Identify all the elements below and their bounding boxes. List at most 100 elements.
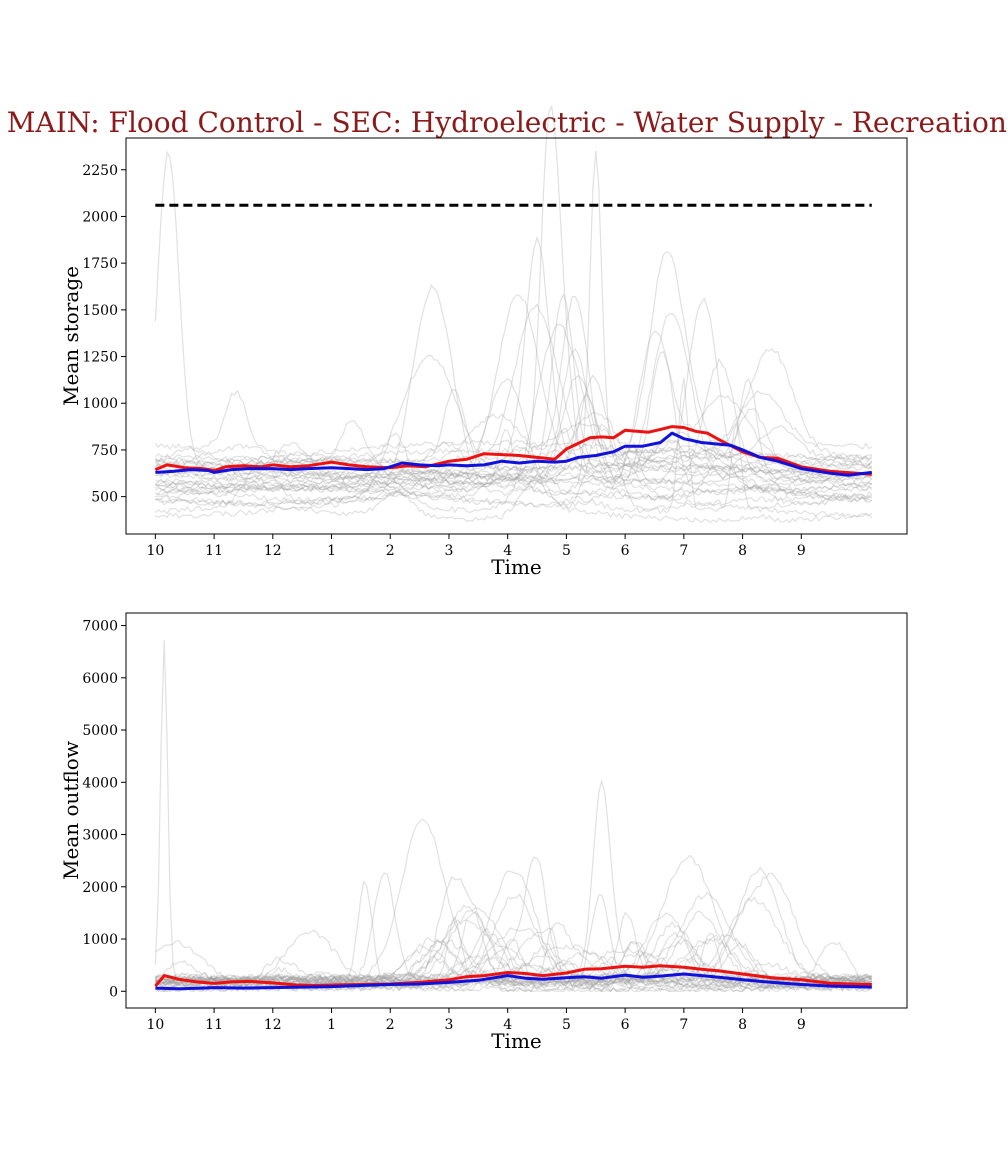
storage-ensemble-line [155,456,873,508]
outflow-ensemble-line [155,876,873,993]
storage-ensemble-line [154,294,873,492]
storage-ensemble-line [155,104,873,494]
storage-x-axis-label: Time [491,555,542,579]
outflow-panel: 10 11 12 1 2 3 4 5 6 7 8 9 010002000300040005000600… [59,612,908,1053]
outflow-x-tick-label: 2 [386,1017,395,1033]
outflow-series-layer [154,964,872,991]
outflow-ensemble-line [154,779,873,989]
outflow-x-axis: 10 11 12 1 2 3 4 5 6 7 8 9 [146,1008,806,1033]
storage-ensemble-line [155,374,873,482]
storage-y-tick-label: 1000 [82,396,118,412]
storage-ensemble-line [155,235,873,477]
outflow-x-tick-label: 8 [738,1017,747,1033]
storage-series-blue-line [155,431,872,477]
storage-x-tick-label: 11 [205,543,223,559]
storage-ensemble-line [155,312,873,506]
outflow-ensemble-line [154,956,873,993]
storage-panel: 10 11 12 1 2 3 4 5 6 7 8 9 500750100012501500175020… [59,104,908,579]
storage-x-tick-label: 3 [445,543,454,559]
storage-ensemble-lines [154,104,873,524]
outflow-x-axis-label: Time [491,1029,542,1053]
storage-y-tick-label: 1250 [82,350,118,366]
outflow-y-tick-label: 5000 [82,723,118,739]
storage-ensemble-line [155,423,872,522]
storage-ensemble-line [154,428,873,488]
outflow-y-axis-label: Mean outflow [59,741,83,880]
outflow-series-red-line [154,964,872,988]
outflow-ensemble-line [154,941,872,986]
storage-ensemble-line [155,150,873,496]
storage-x-tick-label: 7 [679,543,688,559]
storage-ensemble-line [155,377,873,515]
storage-ensemble-line [154,438,872,482]
storage-ensemble-line [155,297,873,506]
outflow-x-tick-label: 7 [679,1017,688,1033]
outflow-y-tick-label: 7000 [82,619,118,635]
storage-ensemble-line [154,293,873,482]
outflow-ensemble-line [154,929,873,993]
storage-y-tick-label: 750 [91,443,118,459]
outflow-x-tick-label: 6 [621,1017,630,1033]
storage-ensemble-line [154,149,873,484]
storage-y-tick-label: 1750 [82,256,118,272]
outflow-ensemble-line [154,639,873,987]
outflow-x-tick-label: 12 [264,1017,282,1033]
storage-ensemble-line [155,323,872,514]
chart-title: MAIN: Flood Control - SEC: Hydroelectric… [7,106,1008,139]
storage-ensemble-line [155,283,873,520]
storage-y-tick-label: 2000 [82,209,118,225]
outflow-ensemble-line [155,856,873,983]
outflow-ensemble-line [155,872,872,987]
storage-ensemble-line [154,377,873,524]
outflow-axes-frame [125,612,908,1009]
storage-ensemble-line [154,374,873,482]
outflow-y-axis: 0 1000 2000 3000 4000 5000 6000 7000 [82,619,126,1000]
outflow-x-tick-label: 11 [205,1017,223,1033]
outflow-x-tick-label: 3 [445,1017,454,1033]
storage-y-axis-label: Mean storage [59,266,83,406]
outflow-ensemble-line [154,921,872,985]
storage-ensemble-line [155,457,873,500]
outflow-x-tick-label: 1 [327,1017,336,1033]
outflow-y-tick-label: 3000 [82,828,118,844]
outflow-ensemble-line [155,870,873,989]
outflow-y-tick-label: 4000 [82,775,118,791]
storage-ensemble-line [155,330,872,500]
storage-series-red-line [154,425,872,476]
storage-x-tick-label: 8 [738,543,747,559]
storage-y-tick-label: 1500 [82,303,118,319]
storage-x-axis: 10 11 12 1 2 3 4 5 6 7 8 9 [146,534,806,559]
outflow-y-tick-label: 1000 [82,932,118,948]
outflow-x-tick-label: 4 [503,1017,512,1033]
outflow-x-tick-label: 5 [562,1017,571,1033]
outflow-x-tick-label: 10 [146,1017,164,1033]
storage-ensemble-line [155,303,873,490]
storage-series-layer [154,425,872,477]
outflow-ensemble-lines [154,639,873,993]
storage-axes-frame [125,137,908,535]
outflow-ensemble-line [155,939,872,983]
storage-y-tick-label: 500 [91,490,118,506]
storage-ensemble-line [155,428,873,507]
storage-x-tick-label: 6 [621,543,630,559]
outflow-y-tick-label: 0 [109,984,118,1000]
storage-x-tick-label: 5 [562,543,571,559]
storage-x-tick-label: 2 [386,543,395,559]
storage-ensemble-line [155,463,873,502]
outflow-series-blue-line [155,972,872,991]
storage-ensemble-line [154,408,873,487]
storage-x-tick-label: 10 [146,543,164,559]
outflow-x-tick-label: 9 [797,1017,806,1033]
outflow-ensemble-line [154,866,873,986]
storage-y-axis: 500 750 1000 1250 1500 1750 2000 2250 [82,163,126,506]
storage-x-tick-label: 9 [797,543,806,559]
storage-x-tick-label: 4 [503,543,512,559]
outflow-ensemble-line [154,872,872,985]
storage-x-tick-label: 12 [264,543,282,559]
storage-y-tick-label: 2250 [82,163,118,179]
storage-x-tick-label: 1 [327,543,336,559]
outflow-y-tick-label: 6000 [82,671,118,687]
outflow-ensemble-line [154,854,873,990]
outflow-y-tick-label: 2000 [82,880,118,896]
